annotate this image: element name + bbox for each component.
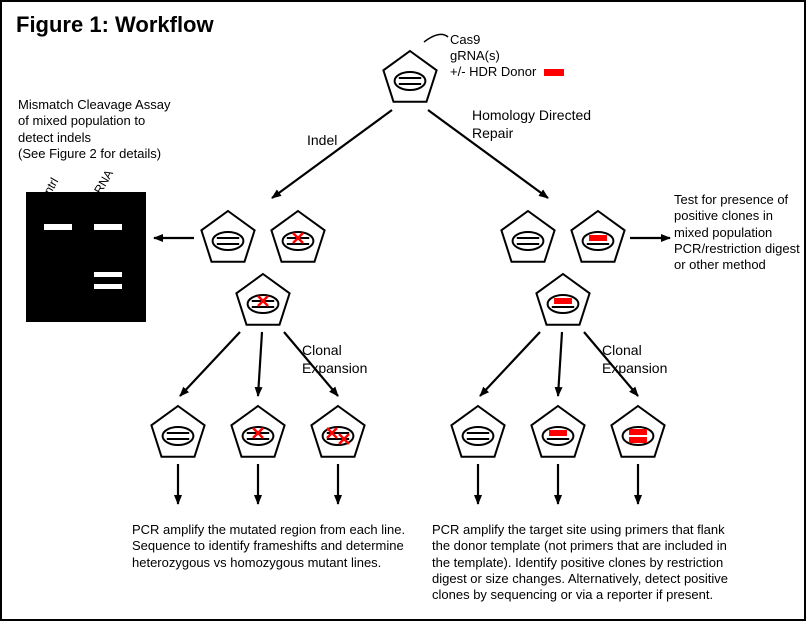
clonal-expansion-left: Clonal Expansion	[302, 342, 367, 377]
hdr-donor-text: +/- HDR Donor	[450, 64, 536, 79]
gel-box	[26, 192, 146, 322]
hdr-branch-label: Homology Directed Repair	[472, 107, 591, 142]
gel-band	[94, 272, 122, 277]
positive-clones-text: Test for presence of positive clones in …	[674, 192, 800, 273]
figure-title: Figure 1: Workflow	[16, 12, 214, 38]
gel-band	[94, 284, 122, 289]
right-bottom-caption: PCR amplify the target site using primer…	[432, 522, 782, 603]
cas9-label: Cas9	[450, 32, 480, 48]
grna-label: gRNA(s)	[450, 48, 500, 64]
indel-branch-label: Indel	[307, 132, 337, 150]
hdr-donor-label: +/- HDR Donor	[450, 64, 564, 80]
hdr-donor-swatch	[544, 69, 564, 76]
left-bottom-caption: PCR amplify the mutated region from each…	[132, 522, 412, 571]
clonal-expansion-right: Clonal Expansion	[602, 342, 667, 377]
gel-band	[44, 224, 72, 230]
gel-band	[94, 224, 122, 230]
mismatch-assay-text: Mismatch Cleavage Assay of mixed populat…	[18, 97, 170, 162]
figure-container: Figure 1: Workflow Cas9 gRNA(s) +/- HDR …	[0, 0, 806, 621]
